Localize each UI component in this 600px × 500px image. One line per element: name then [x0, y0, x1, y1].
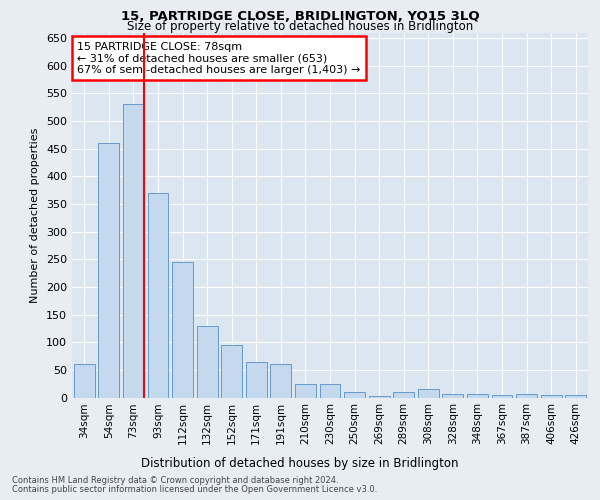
- Text: Distribution of detached houses by size in Bridlington: Distribution of detached houses by size …: [141, 458, 459, 470]
- Bar: [418, 389, 439, 398]
- Bar: [442, 394, 463, 398]
- Bar: [516, 394, 537, 398]
- Bar: [74, 364, 95, 398]
- Text: Contains public sector information licensed under the Open Government Licence v3: Contains public sector information licen…: [12, 485, 377, 494]
- Bar: [271, 364, 292, 398]
- Text: 15 PARTRIDGE CLOSE: 78sqm
← 31% of detached houses are smaller (653)
67% of semi: 15 PARTRIDGE CLOSE: 78sqm ← 31% of detac…: [77, 42, 361, 75]
- Bar: [565, 394, 586, 398]
- Bar: [172, 262, 193, 398]
- Bar: [467, 394, 488, 398]
- Y-axis label: Number of detached properties: Number of detached properties: [31, 128, 40, 302]
- Bar: [344, 392, 365, 398]
- Bar: [148, 193, 169, 398]
- Text: Contains HM Land Registry data © Crown copyright and database right 2024.: Contains HM Land Registry data © Crown c…: [12, 476, 338, 485]
- Bar: [320, 384, 340, 398]
- Bar: [197, 326, 218, 398]
- Text: 15, PARTRIDGE CLOSE, BRIDLINGTON, YO15 3LQ: 15, PARTRIDGE CLOSE, BRIDLINGTON, YO15 3…: [121, 10, 479, 23]
- Bar: [368, 396, 389, 398]
- Text: Size of property relative to detached houses in Bridlington: Size of property relative to detached ho…: [127, 20, 473, 33]
- Bar: [123, 104, 144, 398]
- Bar: [98, 143, 119, 398]
- Bar: [246, 362, 267, 398]
- Bar: [393, 392, 414, 398]
- Bar: [541, 394, 562, 398]
- Bar: [491, 394, 512, 398]
- Bar: [295, 384, 316, 398]
- Bar: [221, 345, 242, 398]
